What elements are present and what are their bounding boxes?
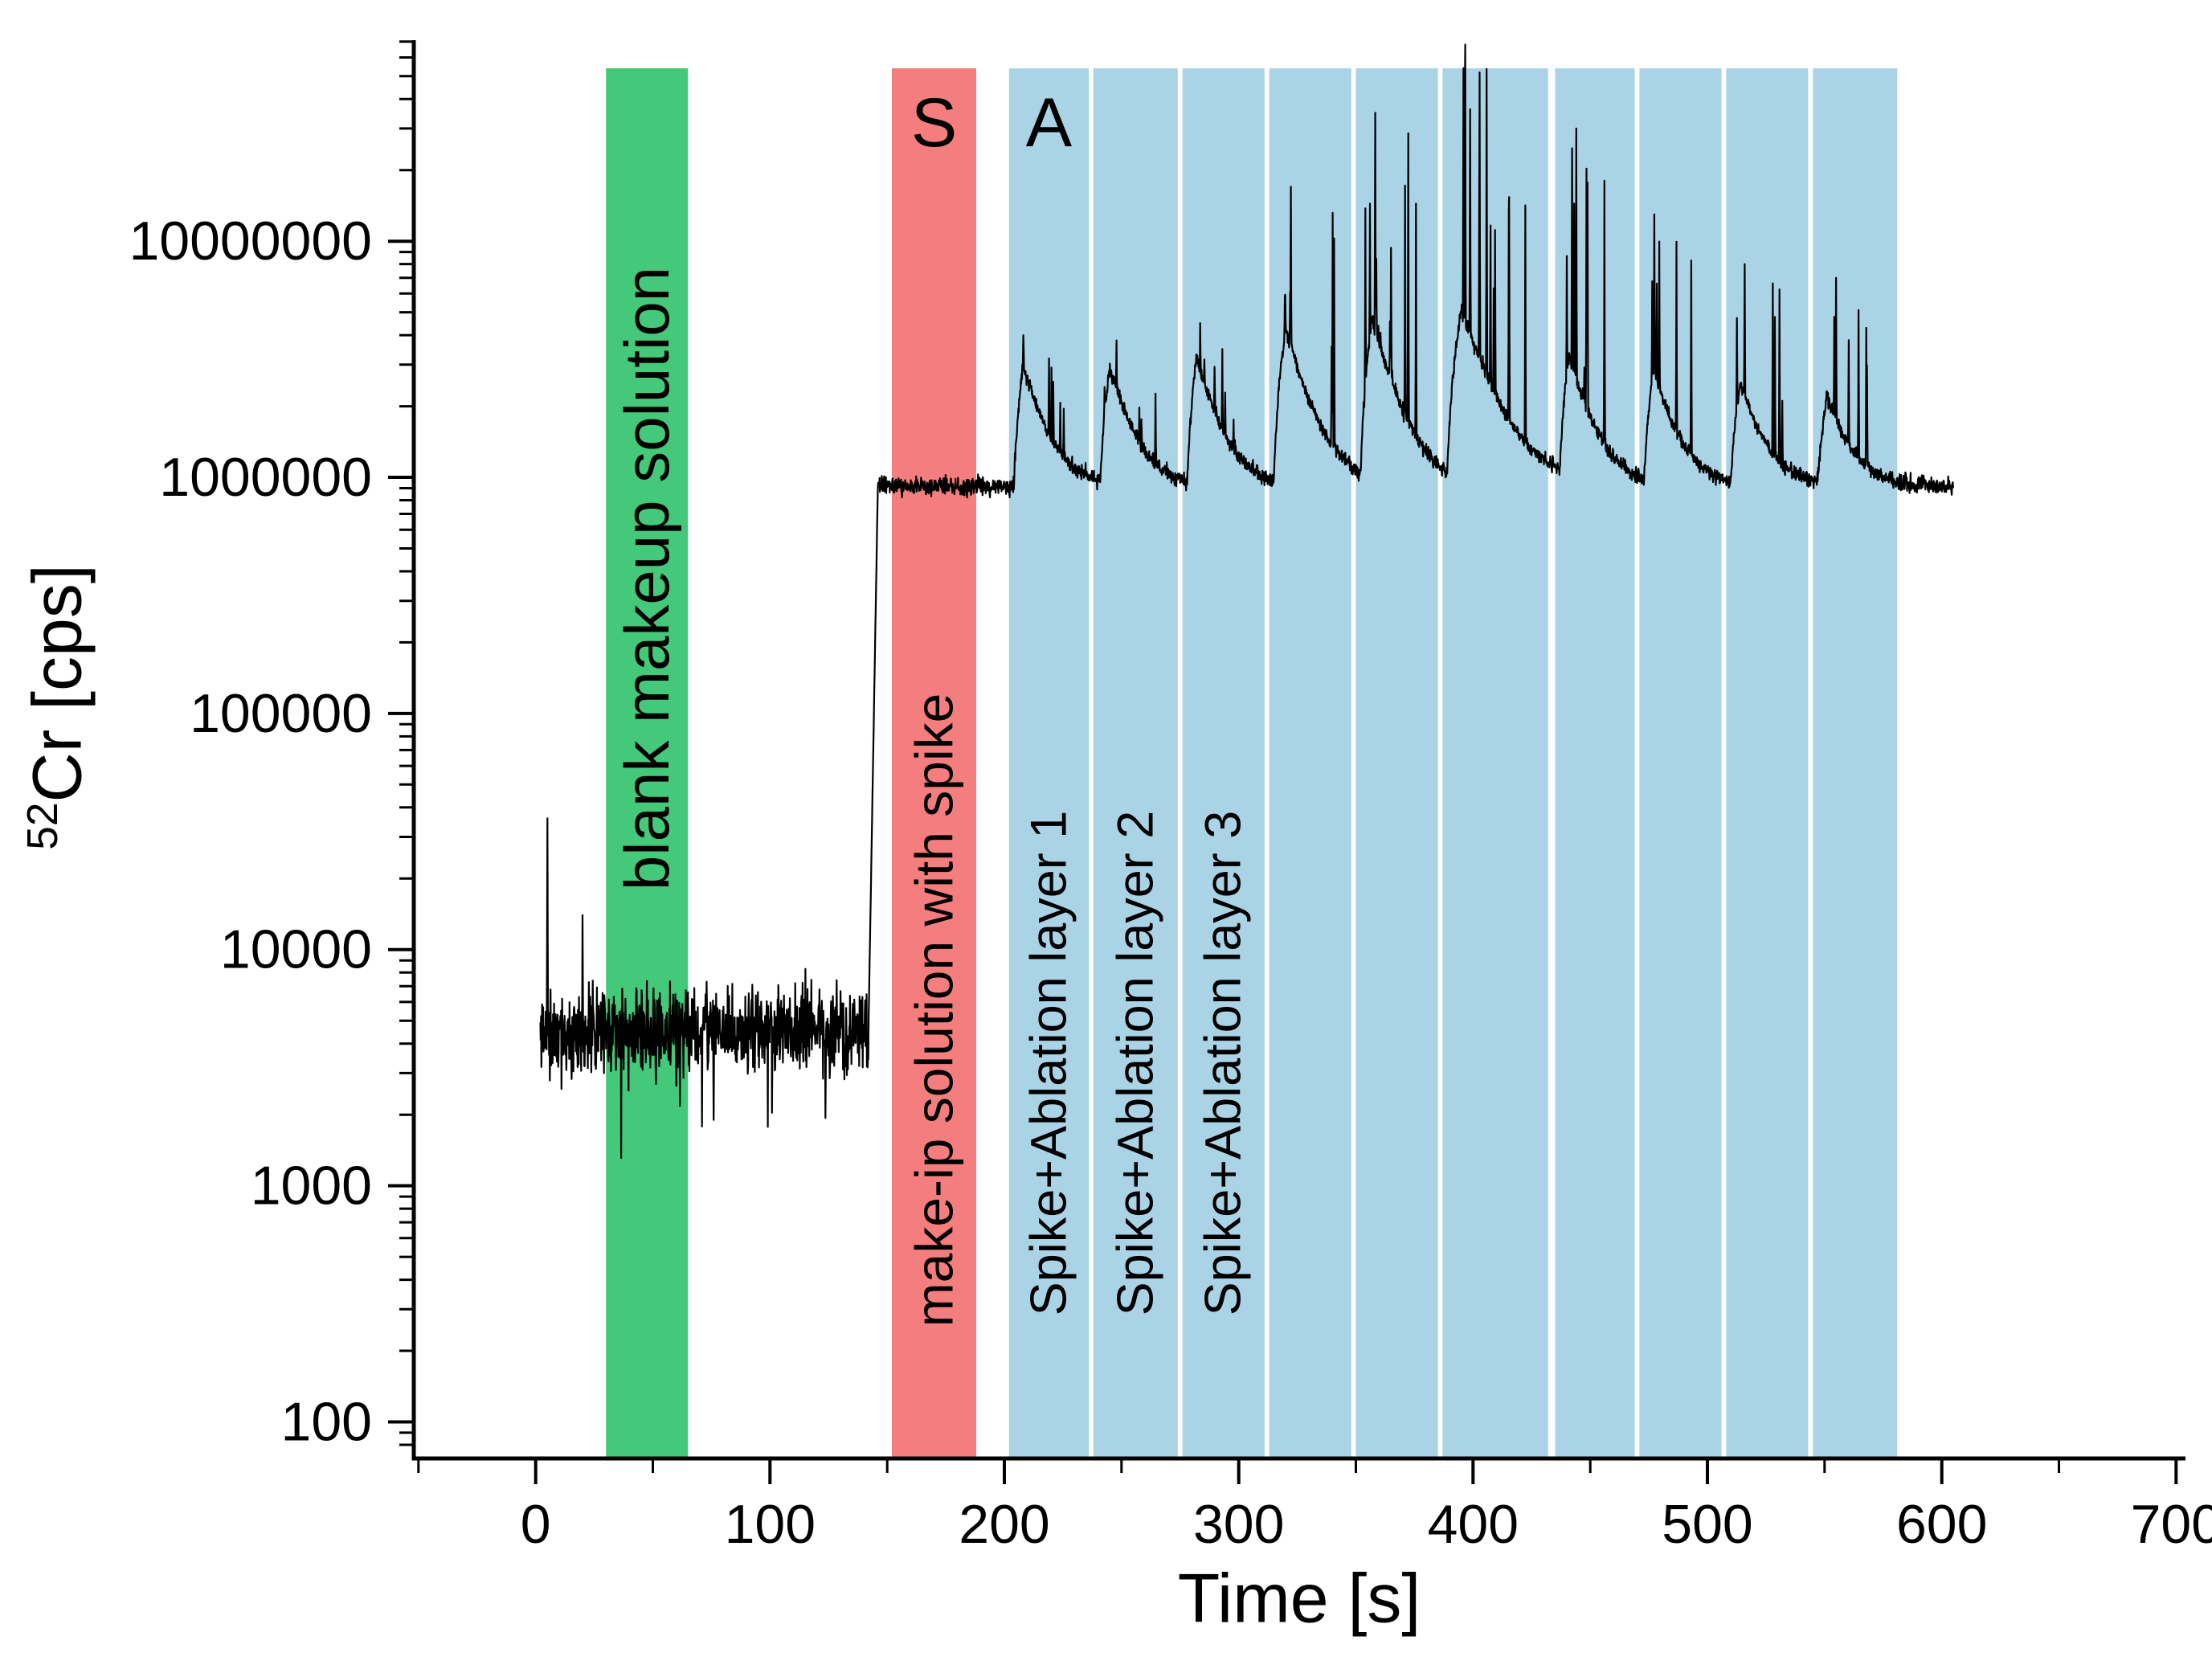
region-band-blank — [606, 68, 689, 1458]
x-tick-label: 700 — [2131, 1494, 2212, 1555]
region-label-ablation-2: Spike+Ablation layer 2 — [1107, 811, 1163, 1316]
region-label-spike-solution: make-ip solution with spike — [905, 693, 964, 1327]
x-tick-label: 300 — [1193, 1494, 1284, 1555]
region-band-ablation-9 — [1726, 68, 1809, 1458]
y-tick-label: 100 — [281, 1392, 372, 1453]
x-tick-label: 0 — [521, 1494, 551, 1555]
y-tick-label: 10000 — [220, 919, 372, 980]
x-tick-label: 600 — [1896, 1494, 1987, 1555]
x-tick-label: 100 — [725, 1494, 816, 1555]
region-band-ablation-5 — [1355, 68, 1438, 1458]
region-label-ablation-1: Spike+Ablation layer 1 — [1020, 811, 1077, 1316]
y-tick-label: 100000 — [190, 683, 372, 744]
isotope-superscript: 52 — [18, 802, 67, 850]
region-top-label-ablation-1: A — [1026, 84, 1073, 162]
region-label-ablation-3: Spike+Ablation layer 3 — [1196, 811, 1252, 1316]
y-tick-label: 1000000 — [159, 447, 372, 508]
x-tick-label: 500 — [1662, 1494, 1752, 1555]
x-tick-label: 200 — [959, 1494, 1049, 1555]
y-axis-title: 52Cr [cps] — [18, 564, 98, 850]
region-band-ablation-8 — [1639, 68, 1722, 1458]
x-axis-title: Time [s] — [1177, 1560, 1421, 1638]
y-axis-title-text: Cr [cps] — [18, 564, 96, 803]
region-band-ablation-2 — [1093, 68, 1178, 1458]
region-band-ablation-7 — [1555, 68, 1635, 1458]
region-band-spike-solution — [892, 68, 976, 1458]
y-tick-label: 1000 — [251, 1156, 372, 1217]
x-tick-label: 400 — [1428, 1494, 1519, 1555]
region-band-ablation-4 — [1269, 68, 1351, 1458]
axes: 100 1000 10000 100000 1000000 10000000 0 100 200… — [129, 40, 2212, 1555]
signal-trace — [539, 43, 1955, 1160]
region-bands — [606, 68, 1898, 1458]
region-top-label-spike-solution: S — [911, 84, 957, 162]
region-label-blank: blank makeup solution — [611, 267, 682, 890]
region-band-ablation-3 — [1182, 68, 1265, 1458]
region-band-ablation-1 — [1008, 68, 1089, 1458]
y-tick-label: 10000000 — [129, 211, 372, 272]
region-band-ablation-10 — [1813, 68, 1898, 1458]
